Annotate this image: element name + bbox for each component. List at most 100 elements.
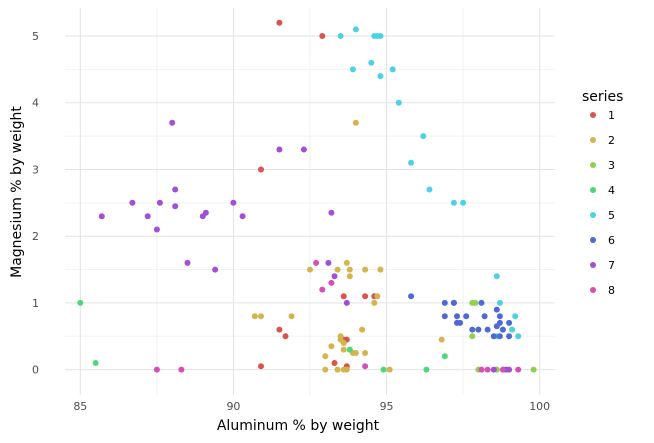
y-tick-label: 0 (32, 364, 39, 377)
legend-label-6: 6 (608, 234, 615, 247)
series-7-point (230, 199, 237, 206)
series-8-point (313, 259, 320, 266)
series-2-point (322, 366, 329, 373)
series-5-point (512, 313, 519, 320)
series-4-point (346, 346, 353, 353)
legend-title: series (582, 89, 623, 105)
series-8-point (499, 366, 506, 373)
series-2-point (386, 366, 393, 373)
legend-marker-6 (590, 237, 596, 243)
series-5-point (509, 326, 516, 333)
series-6-point (457, 319, 464, 326)
series-7-point (156, 199, 163, 206)
series-8-point (178, 366, 185, 373)
y-tick-label: 3 (32, 163, 39, 176)
series-2-point (343, 259, 350, 266)
series-7-point (129, 199, 136, 206)
series-7-point (300, 146, 307, 153)
x-tick-label: 100 (529, 400, 550, 413)
series-6-point (484, 326, 491, 333)
y-tick-labels: 0 1 2 3 4 5 (32, 30, 39, 377)
legend-label-8: 8 (608, 284, 615, 297)
series-7-point (506, 366, 513, 373)
legend-marker-5 (590, 212, 596, 218)
series-1-point (276, 19, 283, 26)
series-2-point (346, 273, 353, 280)
series-7-point (202, 209, 209, 216)
series-5-point (337, 33, 344, 39)
series-8-point (515, 366, 522, 373)
series-3-point (530, 366, 537, 373)
series-5-point (389, 66, 396, 73)
legend-label-7: 7 (608, 259, 615, 272)
series-6-point (450, 299, 457, 306)
series-6-point (493, 323, 500, 330)
series-1-point (258, 363, 264, 370)
series-6-point (408, 293, 415, 300)
legend-marker-3 (590, 162, 596, 168)
series-2-point (343, 366, 350, 373)
series-7-point (98, 213, 105, 220)
series-8-point (362, 363, 369, 370)
series-2-point (362, 350, 369, 356)
series-7-point (169, 119, 176, 126)
series-7-point (490, 366, 497, 373)
legend-marker-2 (590, 137, 596, 143)
legend-label-4: 4 (608, 184, 615, 197)
series-2-point (334, 266, 341, 273)
y-tick-label: 5 (32, 30, 39, 43)
series-1-point (331, 360, 338, 366)
series-2-point (322, 353, 329, 360)
x-axis-title: Aluminum % by weight (217, 418, 380, 434)
series-1-point (276, 326, 283, 333)
grid-minor (65, 8, 555, 395)
series-2-point (346, 266, 353, 273)
series-8-point (319, 286, 326, 293)
legend-label-2: 2 (608, 134, 615, 147)
series-7-point (328, 209, 335, 216)
x-tick-labels: 85 90 95 100 (73, 400, 550, 413)
y-axis-title: Magnesium % by weight (9, 106, 25, 278)
series-1-point (282, 333, 289, 340)
series-2-point (352, 350, 359, 356)
series-1-point (319, 33, 326, 39)
series-4-point (380, 366, 387, 373)
series-4-point (92, 360, 99, 366)
series-6-point (493, 306, 500, 313)
series-7-point (239, 213, 246, 220)
series-2-point (288, 313, 295, 320)
legend-marker-1 (590, 112, 596, 118)
series-7-point (172, 203, 179, 210)
x-tick-label: 85 (73, 400, 87, 413)
legend-label-1: 1 (608, 109, 615, 122)
series-5-point (450, 199, 457, 206)
series-5-point (377, 73, 384, 80)
series-8-point (328, 279, 335, 286)
series-6-point (490, 333, 497, 340)
series-5-point (493, 273, 500, 280)
series-8-point (484, 366, 491, 373)
series-2-point (328, 343, 335, 350)
series-6-point (441, 299, 448, 306)
legend-label-3: 3 (608, 159, 615, 172)
legend-marker-4 (590, 187, 596, 193)
series-5-point (420, 133, 427, 140)
series-6-point (496, 313, 503, 320)
y-tick-label: 1 (32, 297, 39, 310)
series-5-point (460, 199, 467, 206)
series-3-point (472, 299, 479, 306)
series-4-point (423, 366, 430, 373)
series-7-point (144, 213, 151, 220)
y-tick-label: 4 (32, 97, 39, 110)
series-6-point (454, 313, 460, 320)
series-2-point (377, 266, 384, 273)
series-3-point (469, 333, 476, 340)
series-6-point (499, 326, 506, 333)
series-1-point (258, 166, 264, 173)
series-7-point (212, 266, 219, 273)
series-1-point (362, 293, 369, 300)
series-7-point (343, 299, 350, 306)
series-7-point (153, 226, 160, 233)
series-8-point (478, 366, 485, 373)
